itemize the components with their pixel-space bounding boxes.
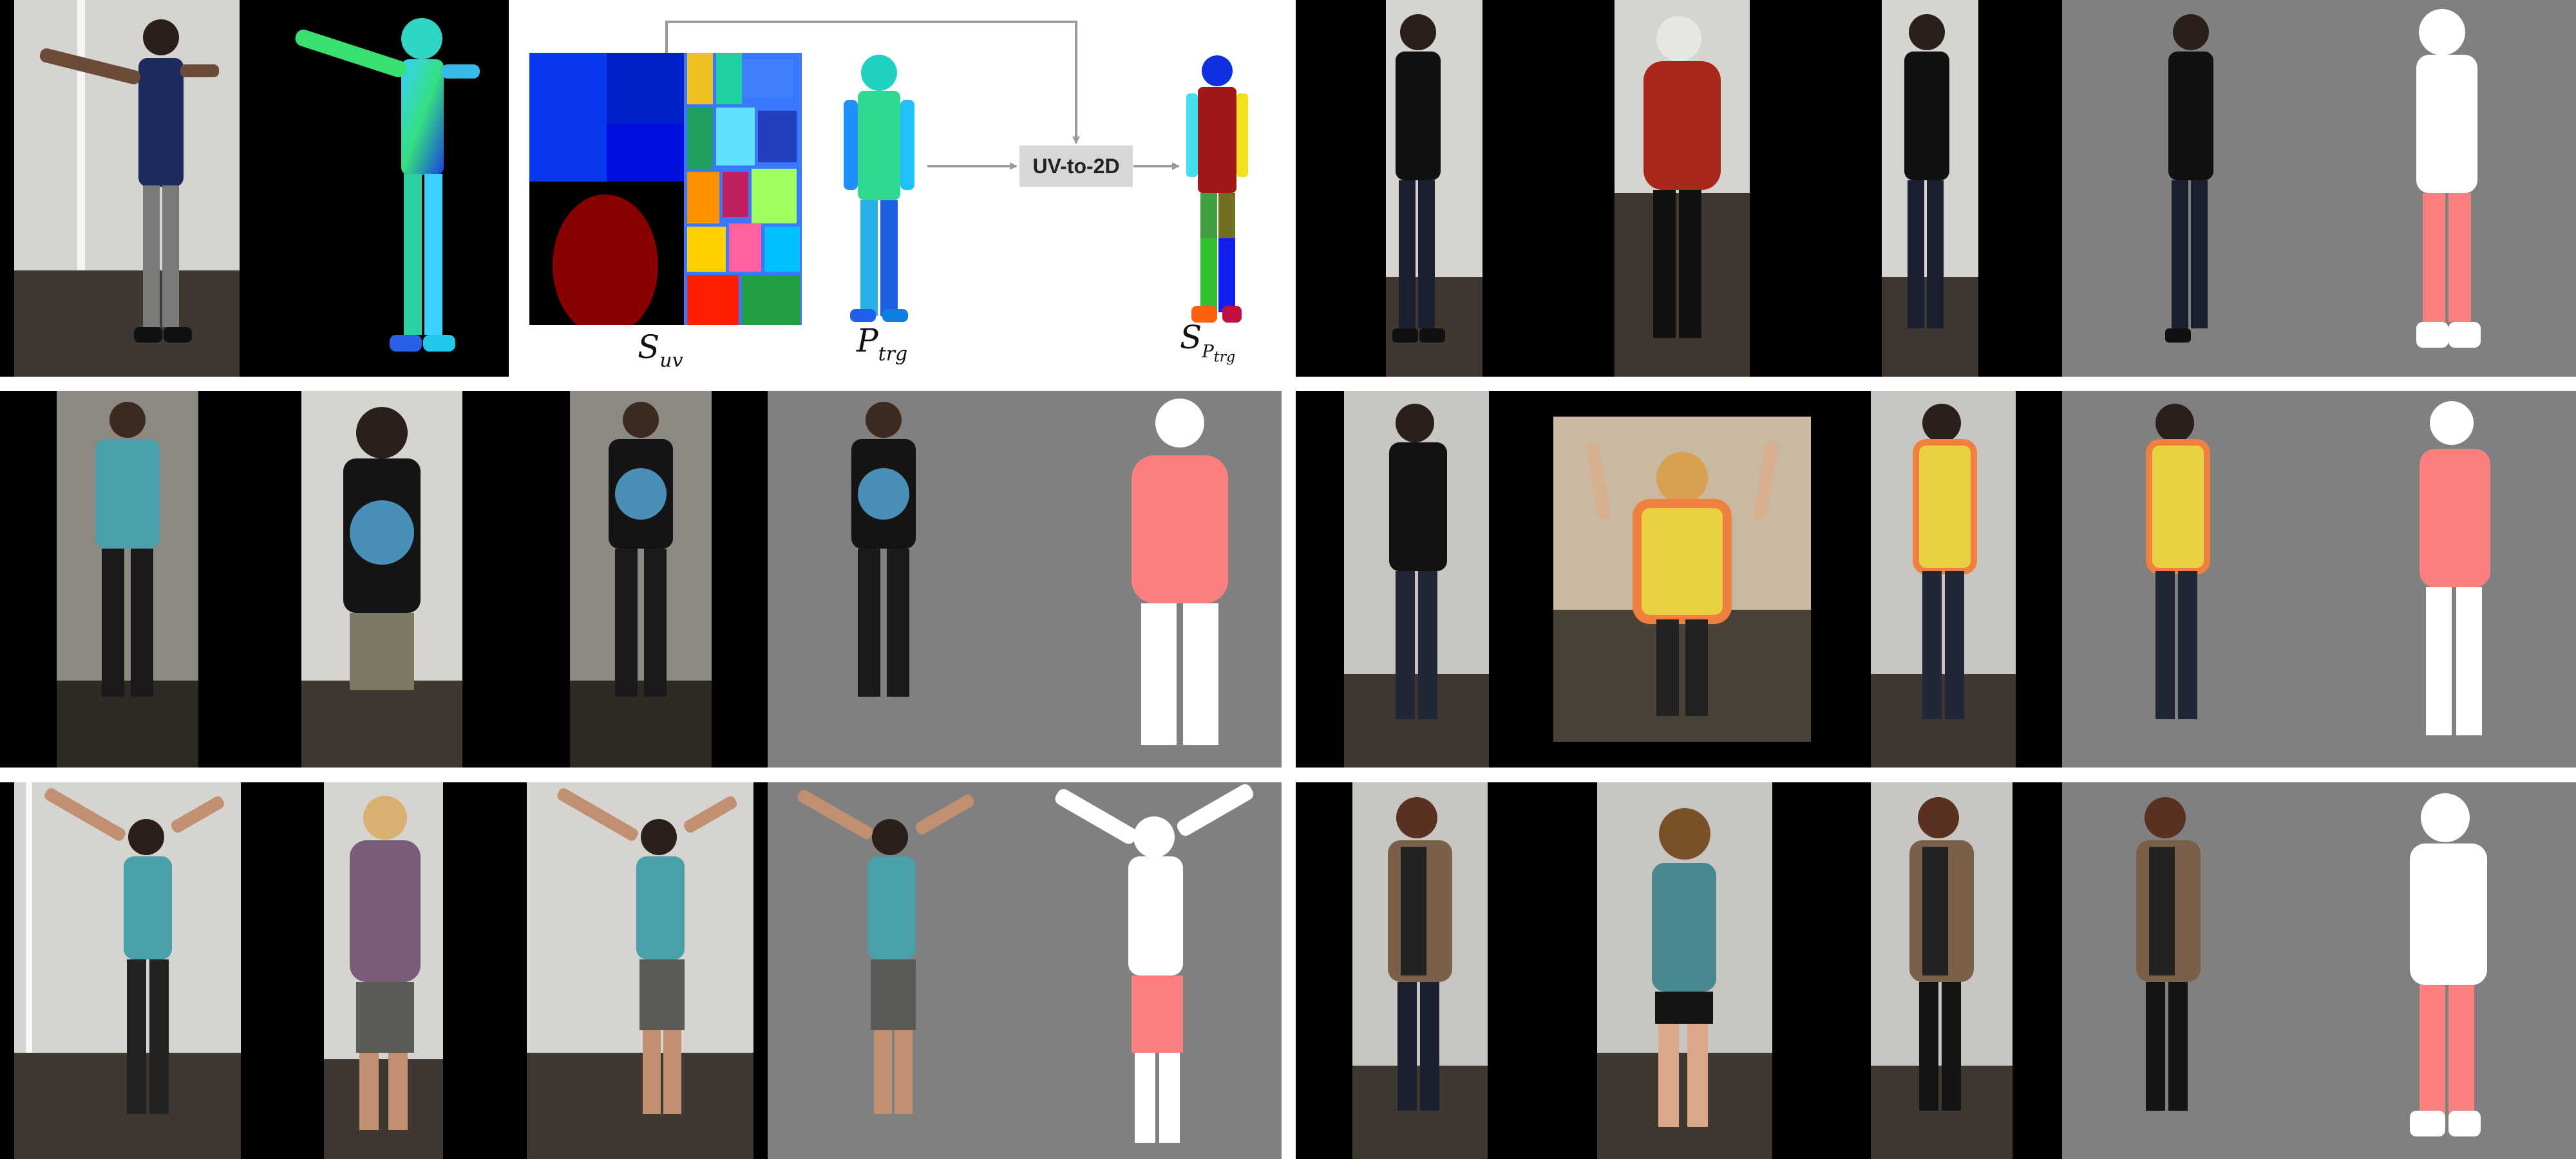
source-densepose-map	[242, 0, 509, 377]
generated-on-gray	[2062, 391, 2333, 768]
generated-on-gray	[768, 782, 1025, 1159]
source-photo-raised-arms	[14, 782, 241, 1159]
uv-to-2d-box: UV-to-2D	[1019, 146, 1133, 187]
pipeline-overview-panel: Suv Ptrg UV-to-2D SPtrg	[0, 0, 1282, 377]
source-photo-teal-tshirt	[57, 391, 198, 768]
segmentation-mask	[2339, 0, 2576, 377]
sptrg-label: SPtrg	[1180, 319, 1236, 366]
reference-photo-graphic-tee	[301, 391, 462, 768]
uv-segmentation-atlas	[529, 53, 802, 325]
reference-photo-safety-vest	[1553, 417, 1811, 742]
source-photo-floral-cardigan	[1352, 782, 1488, 1159]
generated-photo-dark-jacket	[1882, 0, 2069, 377]
target-segmentation-output	[1172, 48, 1262, 325]
generated-photo-raised-arms	[527, 782, 753, 1159]
generated-photo-safety-vest	[1871, 391, 2016, 768]
segmentation-mask	[2333, 391, 2576, 768]
generated-on-gray	[768, 391, 1025, 768]
generated-on-gray	[2062, 782, 2333, 1159]
left-figure-rotation-result-panel	[1296, 0, 2576, 377]
generated-photo-floral-cardigan	[1871, 782, 2012, 1159]
source-photo-dark-jacket-side	[1344, 391, 1489, 768]
reference-photo-red-shirt	[1615, 0, 1750, 377]
reference-photo-teal-tank	[1597, 782, 1772, 1159]
generated-photo-graphic-tee	[570, 391, 712, 768]
pipeline-arrows	[665, 21, 1180, 170]
raised-arms-shorts-result-panel	[0, 782, 1282, 1159]
target-densepose	[824, 48, 934, 325]
tshirt-transfer-result-panel	[0, 391, 1282, 768]
safety-vest-transfer-result-panel	[1296, 391, 2576, 768]
segmentation-mask	[1025, 782, 1282, 1159]
ptrg-label: Ptrg	[857, 322, 908, 366]
segmentation-mask	[1025, 391, 1282, 768]
source-person-photo	[0, 0, 242, 377]
source-photo-dark-jacket	[1296, 0, 1482, 377]
floral-cardigan-result-panel	[1296, 782, 2576, 1159]
generated-on-gray	[2062, 0, 2339, 377]
segmentation-mask	[2333, 782, 2576, 1159]
suv-label: Suv	[638, 328, 683, 372]
reference-photo-purple-shirt	[324, 782, 443, 1159]
